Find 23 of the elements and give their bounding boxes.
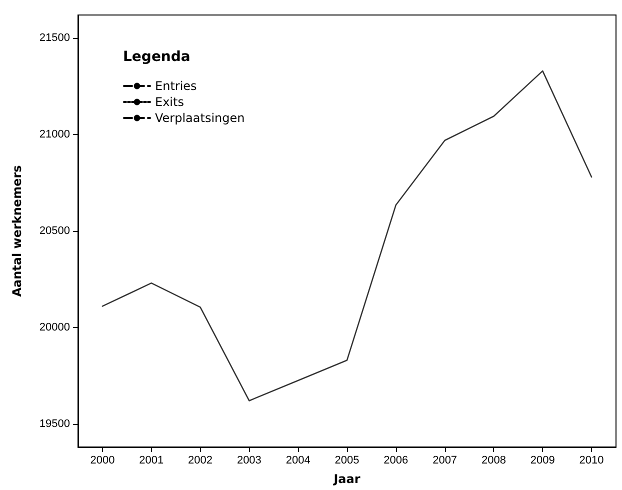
x-tick-label: 2005 [334,454,360,466]
y-tick-label: 21000 [39,128,70,141]
y-tick-label: 20500 [39,225,70,237]
x-tick-label: 2003 [236,454,262,466]
x-tick-label: 2008 [481,454,506,466]
x-tick-label: 2002 [188,454,213,466]
y-tick-label: 21500 [39,32,70,44]
y-tick-label: 19500 [39,418,70,430]
y-axis-title: Aantal werknemers [10,165,24,297]
x-tick-label: 2004 [286,454,310,466]
x-tick-label: 2009 [530,454,555,466]
y-tick-label: 20000 [39,321,70,334]
legend-label: Entries [155,79,197,93]
legend-title: Legenda [123,49,190,65]
x-tick-label: 2006 [384,454,408,466]
x-axis-title: Jaar [332,472,360,486]
x-tick-label: 2007 [432,454,458,466]
legend-label: Exits [155,95,184,109]
x-tick-label: 2000 [90,454,115,466]
x-tick-label: 2001 [139,454,164,466]
x-tick-label: 2010 [579,454,604,466]
line-series [102,70,592,402]
legend-label: Verplaatsingen [155,111,245,125]
